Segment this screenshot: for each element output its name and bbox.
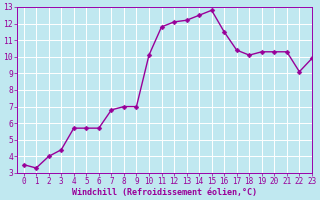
- X-axis label: Windchill (Refroidissement éolien,°C): Windchill (Refroidissement éolien,°C): [72, 188, 257, 197]
